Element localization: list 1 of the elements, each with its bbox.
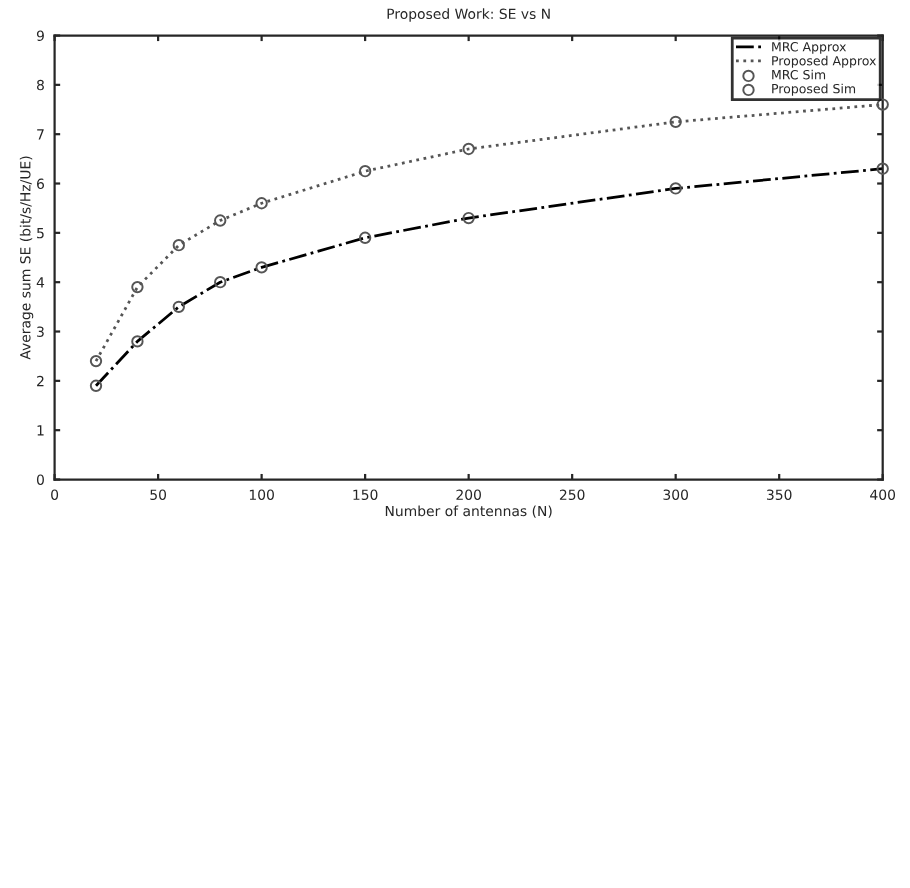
line-series — [94, 167, 883, 388]
